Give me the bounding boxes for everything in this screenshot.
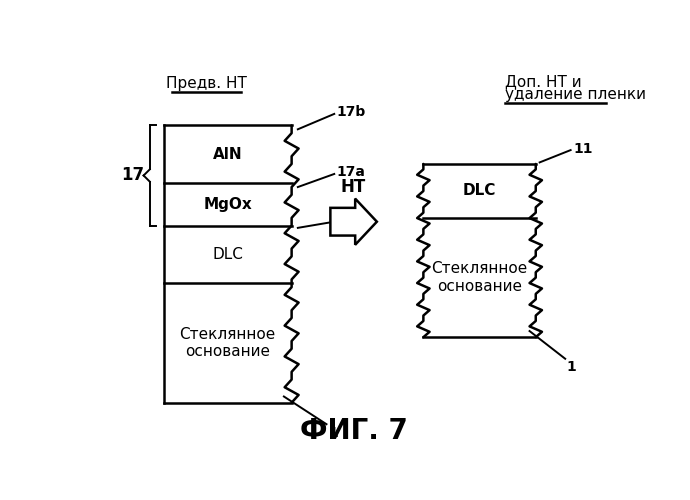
Polygon shape (331, 198, 377, 245)
Text: 17b: 17b (337, 106, 366, 120)
Text: DLC: DLC (213, 247, 243, 262)
Bar (424, 164, 535, 218)
Bar (164, 126, 292, 183)
Text: НТ: НТ (341, 178, 366, 196)
Text: AlN: AlN (213, 147, 242, 162)
Text: 11: 11 (573, 142, 593, 156)
Text: 1: 1 (566, 360, 577, 374)
Text: 1: 1 (328, 426, 338, 440)
Bar (164, 183, 292, 226)
Text: Стеклянное
основание: Стеклянное основание (431, 262, 528, 294)
Text: 17a: 17a (337, 166, 366, 179)
Bar (164, 284, 292, 403)
Text: 17: 17 (121, 166, 144, 184)
Text: 11: 11 (337, 214, 356, 228)
Text: DLC: DLC (463, 184, 496, 198)
Text: Доп. НТ и: Доп. НТ и (505, 74, 582, 89)
Text: ФИГ. 7: ФИГ. 7 (299, 417, 408, 445)
Text: MgOx: MgOx (204, 197, 252, 212)
Bar (164, 226, 292, 284)
Text: удаление пленки: удаление пленки (505, 87, 646, 102)
Bar (424, 218, 535, 337)
Text: Предв. НТ: Предв. НТ (166, 76, 247, 90)
Text: Стеклянное
основание: Стеклянное основание (179, 327, 276, 359)
